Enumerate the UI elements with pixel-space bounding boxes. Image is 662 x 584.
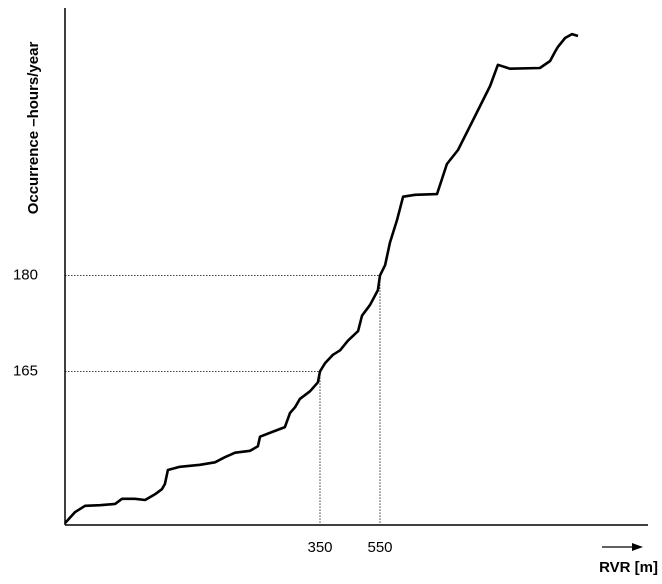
- x-axis-title: RVR [m]: [599, 559, 658, 576]
- x-tick-label: 350: [307, 539, 332, 556]
- y-axis-title: Occurrence –hours/year: [25, 42, 42, 215]
- y-tick-label: 165: [13, 362, 38, 379]
- y-tick-label: 180: [13, 266, 38, 283]
- arrow-head: [632, 543, 643, 551]
- x-tick-label: 550: [367, 539, 392, 556]
- data-line: [64, 32, 579, 524]
